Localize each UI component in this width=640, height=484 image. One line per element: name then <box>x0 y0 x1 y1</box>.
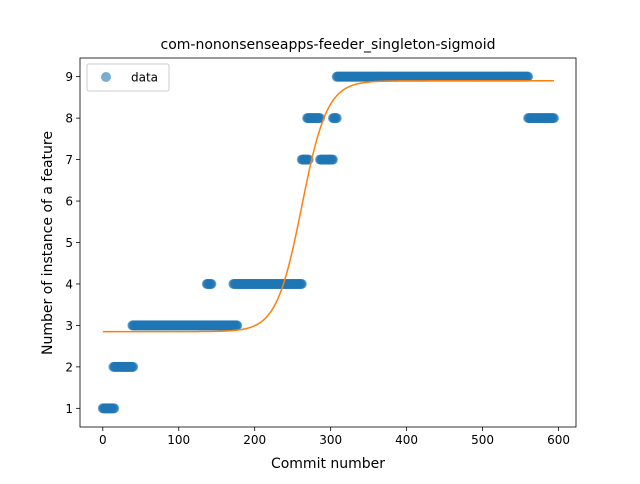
chart-title: com-nononsenseapps-feeder_singleton-sigm… <box>161 37 496 53</box>
x-tick-label: 0 <box>99 433 107 447</box>
y-tick-label: 3 <box>65 319 73 333</box>
x-tick-label: 200 <box>243 433 266 447</box>
y-tick-label: 5 <box>65 236 73 250</box>
y-tick-label: 1 <box>65 402 73 416</box>
y-tick-label: 8 <box>65 112 73 126</box>
x-tick-label: 100 <box>167 433 190 447</box>
x-tick-label: 300 <box>319 433 342 447</box>
data-point <box>332 113 342 123</box>
data-point <box>109 403 119 413</box>
data-point <box>206 279 216 289</box>
legend-label-data: data <box>131 71 158 85</box>
y-tick-label: 9 <box>65 70 73 84</box>
data-point <box>549 113 559 123</box>
x-tick-label: 600 <box>547 433 570 447</box>
x-axis-label: Commit number <box>271 456 385 472</box>
y-tick-label: 4 <box>65 277 73 291</box>
x-tick-label: 500 <box>471 433 494 447</box>
y-tick-label: 2 <box>65 360 73 374</box>
x-tick-label: 400 <box>395 433 418 447</box>
y-tick-label: 6 <box>65 195 73 209</box>
y-tick-label: 7 <box>65 153 73 167</box>
legend: data <box>87 64 169 91</box>
data-point <box>297 279 307 289</box>
y-axis-label: Number of instance of a feature <box>40 131 56 355</box>
data-point <box>328 155 338 165</box>
legend-marker-data <box>101 72 111 82</box>
data-point <box>128 362 138 372</box>
